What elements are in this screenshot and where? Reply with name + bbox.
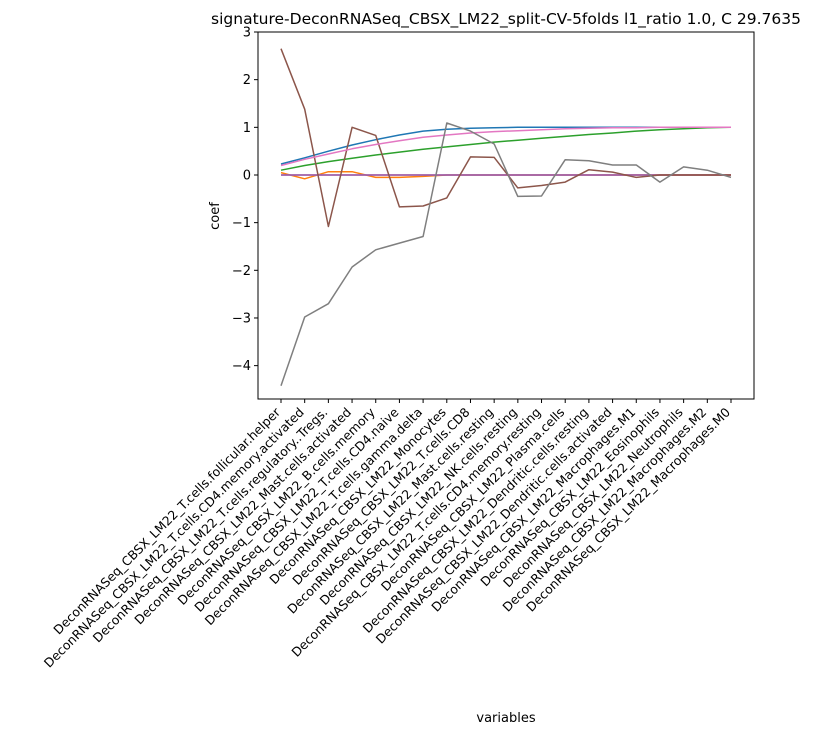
y-axis: −4 −3 −2 −1 0 1 2 3 bbox=[232, 26, 258, 374]
y-tick-label: 1 bbox=[243, 121, 251, 136]
y-tick-label: −3 bbox=[232, 311, 251, 326]
series-line-2 bbox=[280, 126, 732, 171]
y-tick-label: −2 bbox=[232, 264, 251, 279]
series-line-5 bbox=[280, 48, 731, 228]
y-tick-label: 0 bbox=[243, 168, 251, 183]
y-tick-label: −4 bbox=[232, 359, 251, 374]
y-tick-label: 2 bbox=[243, 73, 251, 88]
series-lines bbox=[280, 48, 732, 386]
plot-area bbox=[258, 32, 754, 399]
x-axis: DeconRNASeq_CBSX_LM22_T.cells.follicular… bbox=[41, 399, 733, 671]
plot-frame bbox=[257, 31, 755, 400]
y-tick-label: −1 bbox=[232, 216, 251, 231]
series-line-6 bbox=[280, 126, 731, 167]
chart-title: signature-DeconRNASeq_CBSX_LM22_split-CV… bbox=[211, 10, 801, 29]
x-axis-label: variables bbox=[476, 711, 535, 726]
y-axis-label: coef bbox=[208, 202, 223, 230]
y-tick-label: 3 bbox=[243, 26, 251, 41]
series-line-7 bbox=[280, 122, 732, 386]
x-tick-label: DeconRNASeq_CBSX_LM22_T.cells.follicular… bbox=[50, 404, 283, 637]
